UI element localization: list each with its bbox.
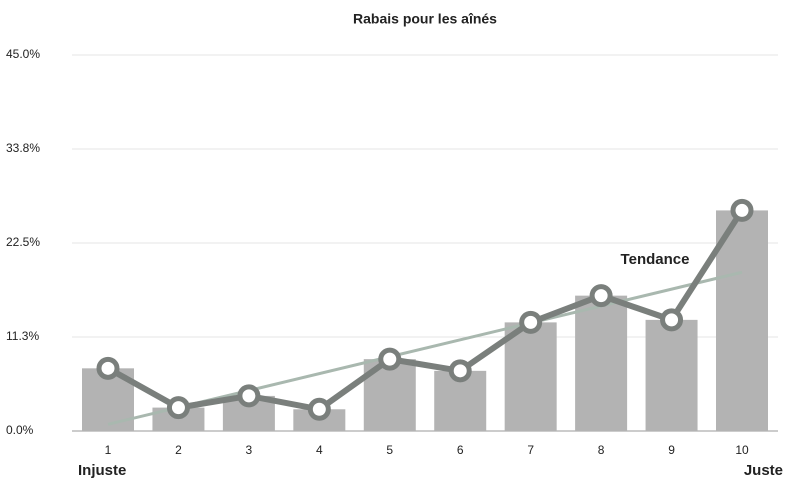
x-tick-label: 9 (668, 443, 675, 457)
point (378, 347, 402, 371)
line (106, 208, 745, 413)
point (448, 359, 472, 383)
x-tick-label: 10 (735, 443, 749, 457)
point (307, 397, 331, 421)
x-tick-label: 6 (457, 443, 464, 457)
x-tick-label: 5 (386, 443, 393, 457)
x-tick-label: 3 (246, 443, 253, 457)
x-tick-label: 8 (598, 443, 605, 457)
point (166, 396, 190, 420)
y-tick-label: 22.5% (6, 235, 40, 249)
bar (716, 210, 768, 431)
point (519, 310, 543, 334)
y-tick-label: 0.0% (6, 423, 34, 437)
x-tick-label: 7 (527, 443, 534, 457)
x-tick-label: 1 (105, 443, 112, 457)
bar (575, 295, 628, 431)
point (660, 308, 684, 332)
end-label: Injuste (78, 462, 126, 479)
point (589, 284, 613, 308)
x-tick-label: 4 (316, 443, 323, 457)
y-tick-label: 45.0% (6, 47, 40, 61)
trend-label: Tendance (621, 251, 690, 268)
bar (152, 407, 205, 431)
bar (504, 322, 557, 431)
chart-title: Rabais pour les aînés (353, 11, 497, 27)
end-label: Juste (744, 462, 783, 479)
point (237, 384, 261, 408)
point (96, 356, 120, 380)
y-tick-label: 11.3% (6, 329, 39, 343)
bar (645, 319, 698, 431)
x-tick-label: 2 (175, 443, 182, 457)
point (730, 198, 754, 222)
y-tick-label: 33.8% (6, 141, 40, 155)
